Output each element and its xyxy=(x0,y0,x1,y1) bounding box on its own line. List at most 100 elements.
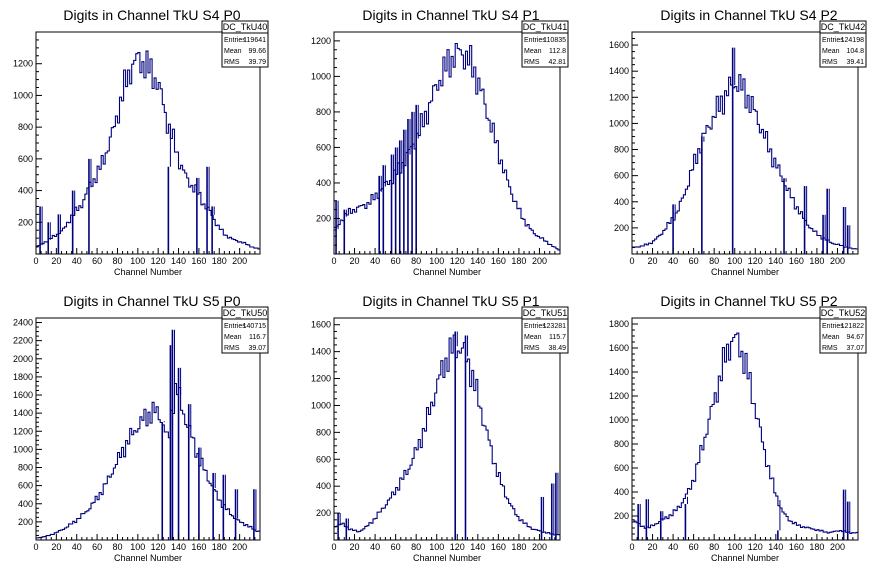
stats-name: DC_TkU41 xyxy=(523,22,568,32)
stats-name: DC_TkU51 xyxy=(523,308,568,318)
y-tick-label: 1400 xyxy=(609,66,629,76)
x-tick-label: 120 xyxy=(748,542,763,552)
x-tick-label: 80 xyxy=(112,256,122,266)
stats-label-rms: RMS xyxy=(224,59,240,66)
y-tick-label: 2000 xyxy=(13,354,33,364)
chart-title: Digits in Channel TkU S4 P1 xyxy=(362,7,539,23)
y-tick-label: 1200 xyxy=(13,426,33,436)
x-tick-label: 120 xyxy=(748,256,763,266)
stats-label-rms: RMS xyxy=(524,345,540,352)
y-tick-label: 800 xyxy=(18,122,33,132)
stats-label-mean: Mean xyxy=(224,334,242,341)
stats-value-entries: 124198 xyxy=(841,37,864,44)
stats-value-entries: 119641 xyxy=(243,37,266,44)
x-tick-label: 200 xyxy=(830,256,845,266)
stats-label-entries: Entries xyxy=(822,37,844,44)
x-tick-label: 40 xyxy=(370,256,380,266)
x-tick-label: 120 xyxy=(450,256,465,266)
histogram-panel-3: Digits in Channel TkU S5 P0 0 20 40 60 80 100 1… xyxy=(13,293,269,563)
stats-value-entries: 140715 xyxy=(243,323,266,330)
histogram-panel-2: Digits in Channel TkU S4 P2 0 20 40 60 80 100 1… xyxy=(609,7,867,277)
x-axis-label: Channel Number xyxy=(114,267,182,277)
x-axis-label: Channel Number xyxy=(114,553,182,563)
chart-title: Digits in Channel TkU S4 P2 xyxy=(660,7,837,23)
stats-value-rms: 39.41 xyxy=(846,59,864,66)
histogram-panel-5: Digits in Channel TkU S5 P2 0 20 40 60 80 100 1… xyxy=(609,293,867,563)
stats-label-entries: Entries xyxy=(822,323,844,330)
y-tick-label: 200 xyxy=(614,223,629,233)
x-tick-label: 80 xyxy=(411,256,421,266)
y-tick-label: 800 xyxy=(18,463,33,473)
x-axis-label: Channel Number xyxy=(413,553,481,563)
y-tick-label: 800 xyxy=(614,439,629,449)
x-tick-label: 0 xyxy=(33,256,38,266)
stats-label-entries: Entries xyxy=(524,323,546,330)
stats-box xyxy=(221,20,269,68)
stats-box xyxy=(819,306,867,354)
y-tick-label: 400 xyxy=(614,197,629,207)
x-tick-label: 180 xyxy=(212,542,227,552)
x-tick-label: 160 xyxy=(789,256,804,266)
x-tick-label: 120 xyxy=(450,542,465,552)
chart-title: Digits in Channel TkU S5 P1 xyxy=(362,293,539,309)
x-tick-label: 20 xyxy=(648,256,658,266)
y-tick-label: 600 xyxy=(614,463,629,473)
x-tick-label: 140 xyxy=(768,542,783,552)
x-tick-label: 200 xyxy=(232,542,247,552)
histogram-panel-4: Digits in Channel TkU S5 P1 0 20 40 60 80 100 1… xyxy=(311,293,569,563)
stats-value-mean: 112.8 xyxy=(549,48,566,55)
stats-box xyxy=(221,306,269,354)
y-tick-label: 1400 xyxy=(311,347,331,357)
y-tick-label: 600 xyxy=(316,454,331,464)
y-tick-label: 1000 xyxy=(609,118,629,128)
y-tick-label: 600 xyxy=(316,142,331,152)
stats-label-mean: Mean xyxy=(524,48,542,55)
stats-value-rms: 42.81 xyxy=(548,59,566,66)
x-tick-label: 200 xyxy=(232,256,247,266)
y-tick-label: 200 xyxy=(18,517,33,527)
stats-name: DC_TkU42 xyxy=(821,22,866,32)
y-tick-label: 1200 xyxy=(609,92,629,102)
y-tick-label: 1600 xyxy=(13,390,33,400)
x-tick-label: 60 xyxy=(92,542,102,552)
y-tick-label: 1000 xyxy=(609,415,629,425)
stats-name: DC_TkU52 xyxy=(821,308,866,318)
x-tick-label: 0 xyxy=(629,542,634,552)
x-axis-label: Channel Number xyxy=(711,553,779,563)
histogram-line xyxy=(334,42,560,251)
stats-name: DC_TkU50 xyxy=(223,308,268,318)
x-tick-label: 140 xyxy=(768,256,783,266)
y-tick-label: 400 xyxy=(316,481,331,491)
x-axis-label: Channel Number xyxy=(413,267,481,277)
x-tick-label: 40 xyxy=(370,542,380,552)
stats-label-entries: Entries xyxy=(224,37,246,44)
y-tick-label: 2200 xyxy=(13,336,33,346)
y-tick-label: 800 xyxy=(614,145,629,155)
x-tick-label: 80 xyxy=(709,542,719,552)
stats-value-entries: 110835 xyxy=(543,37,566,44)
x-tick-label: 120 xyxy=(151,256,166,266)
stats-label-entries: Entries xyxy=(524,37,546,44)
histogram-line xyxy=(632,74,858,250)
x-tick-label: 100 xyxy=(727,542,742,552)
histogram-line xyxy=(36,50,260,250)
x-tick-label: 180 xyxy=(809,542,824,552)
x-tick-label: 0 xyxy=(331,256,336,266)
stats-value-rms: 38.49 xyxy=(548,345,566,352)
y-tick-label: 1600 xyxy=(609,40,629,50)
y-tick-label: 1000 xyxy=(311,71,331,81)
stats-name: DC_TkU40 xyxy=(223,22,268,32)
x-tick-label: 140 xyxy=(470,542,485,552)
x-tick-label: 0 xyxy=(629,256,634,266)
histogram-panel-1: Digits in Channel TkU S4 P1 0 20 40 60 80 100 1… xyxy=(311,7,569,277)
y-tick-label: 1400 xyxy=(609,367,629,377)
stats-value-rms: 37.07 xyxy=(846,345,864,352)
y-tick-label: 600 xyxy=(18,154,33,164)
x-tick-label: 200 xyxy=(830,542,845,552)
x-tick-label: 60 xyxy=(391,256,401,266)
x-tick-label: 120 xyxy=(151,542,166,552)
histogram-line xyxy=(36,382,260,539)
stats-value-mean: 115.7 xyxy=(549,334,566,341)
y-tick-label: 800 xyxy=(316,107,331,117)
stats-box xyxy=(521,306,569,354)
